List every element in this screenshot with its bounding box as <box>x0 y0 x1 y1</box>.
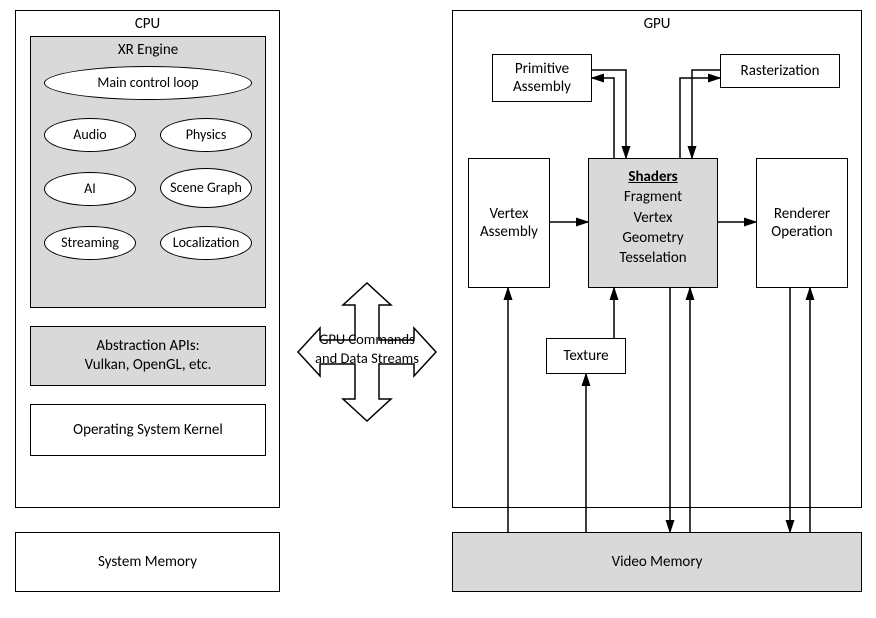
shader-vertex: Vertex <box>633 208 672 228</box>
texture-box: Texture <box>546 338 626 374</box>
audio-node: Audio <box>44 118 136 152</box>
shader-tesselation: Tesselation <box>619 248 686 268</box>
shader-fragment: Fragment <box>624 187 682 207</box>
vertex-assembly-box: Vertex Assembly <box>468 158 550 288</box>
abstraction-apis-box: Abstraction APIs: Vulkan, OpenGL, etc. <box>30 326 266 386</box>
gpu-title: GPU <box>453 15 861 33</box>
physics-node: Physics <box>160 118 252 152</box>
shaders-box: Shaders Fragment Vertex Geometry Tessela… <box>588 158 718 288</box>
primitive-assembly-box: Primitive Assembly <box>492 54 592 102</box>
xr-engine-title: XR Engine <box>31 41 265 59</box>
rasterization-box: Rasterization <box>720 54 840 88</box>
video-memory-box: Video Memory <box>452 532 862 592</box>
cpu-title: CPU <box>16 15 279 33</box>
renderer-operation-box: Renderer Operation <box>756 158 848 288</box>
shader-geometry: Geometry <box>622 228 683 248</box>
os-kernel-box: Operating System Kernel <box>30 404 266 456</box>
streaming-node: Streaming <box>44 226 136 260</box>
scene-graph-node: Scene Graph <box>160 168 252 208</box>
system-memory-box: System Memory <box>15 532 280 592</box>
main-loop-node: Main control loop <box>44 66 252 100</box>
bridge-label: GPU Commands and Data Streams <box>300 330 434 368</box>
ai-node: AI <box>44 172 136 206</box>
localization-node: Localization <box>160 226 252 260</box>
shaders-title: Shaders <box>628 167 677 187</box>
